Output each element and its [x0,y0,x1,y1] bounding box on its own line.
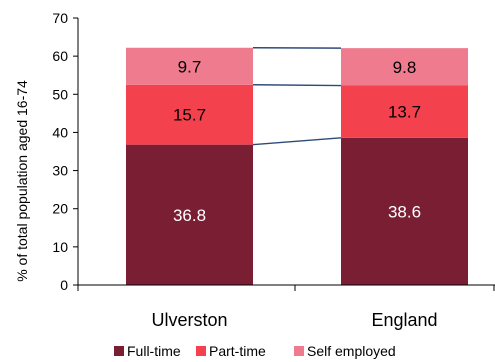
legend-label: Full-time [127,343,181,359]
data-label: 15.7 [173,106,206,125]
legend-label: Part-time [209,343,266,359]
series-connector-line [252,84,342,87]
legend-swatch [196,346,206,356]
bars [126,47,468,285]
bar-segment-part-time [126,84,253,145]
bar-segment-part-time [341,85,468,138]
legend-label: Self employed [307,343,396,359]
y-axis: 0 10 20 30 40 50 60 70 [52,10,79,293]
bar-segment-full-time [341,137,468,285]
y-tick-label: 40 [52,124,68,140]
data-label: 38.6 [388,202,421,221]
x-category-label: England [371,310,437,330]
y-axis-title: % of total population aged 16-74 [14,80,30,282]
data-label: 9.8 [393,58,417,77]
y-tick-label: 20 [52,201,68,217]
y-tick-label: 60 [52,48,68,64]
y-tick-label: 0 [60,277,68,293]
bar-segment-full-time [126,144,253,285]
series-connector-line [252,137,342,146]
data-label: 36.8 [173,206,206,225]
series-connectors [252,47,342,146]
data-label: 9.7 [178,57,202,76]
legend-swatch [294,346,304,356]
legend-swatch [114,346,124,356]
data-labels: 36.8 15.7 9.7 38.6 13.7 9.8 [173,57,421,225]
legend: Full-time Part-time Self employed [114,343,396,359]
data-label: 13.7 [388,103,421,122]
x-axis: Ulverston England [77,284,495,330]
y-tick-label: 10 [52,239,68,255]
bar-segment-self-employed [341,48,468,86]
y-tick-label: 30 [52,163,68,179]
y-tick-label: 50 [52,86,68,102]
bar-segment-self-employed [126,47,253,85]
y-tick-label: 70 [52,10,68,26]
x-category-label: Ulverston [151,310,227,330]
